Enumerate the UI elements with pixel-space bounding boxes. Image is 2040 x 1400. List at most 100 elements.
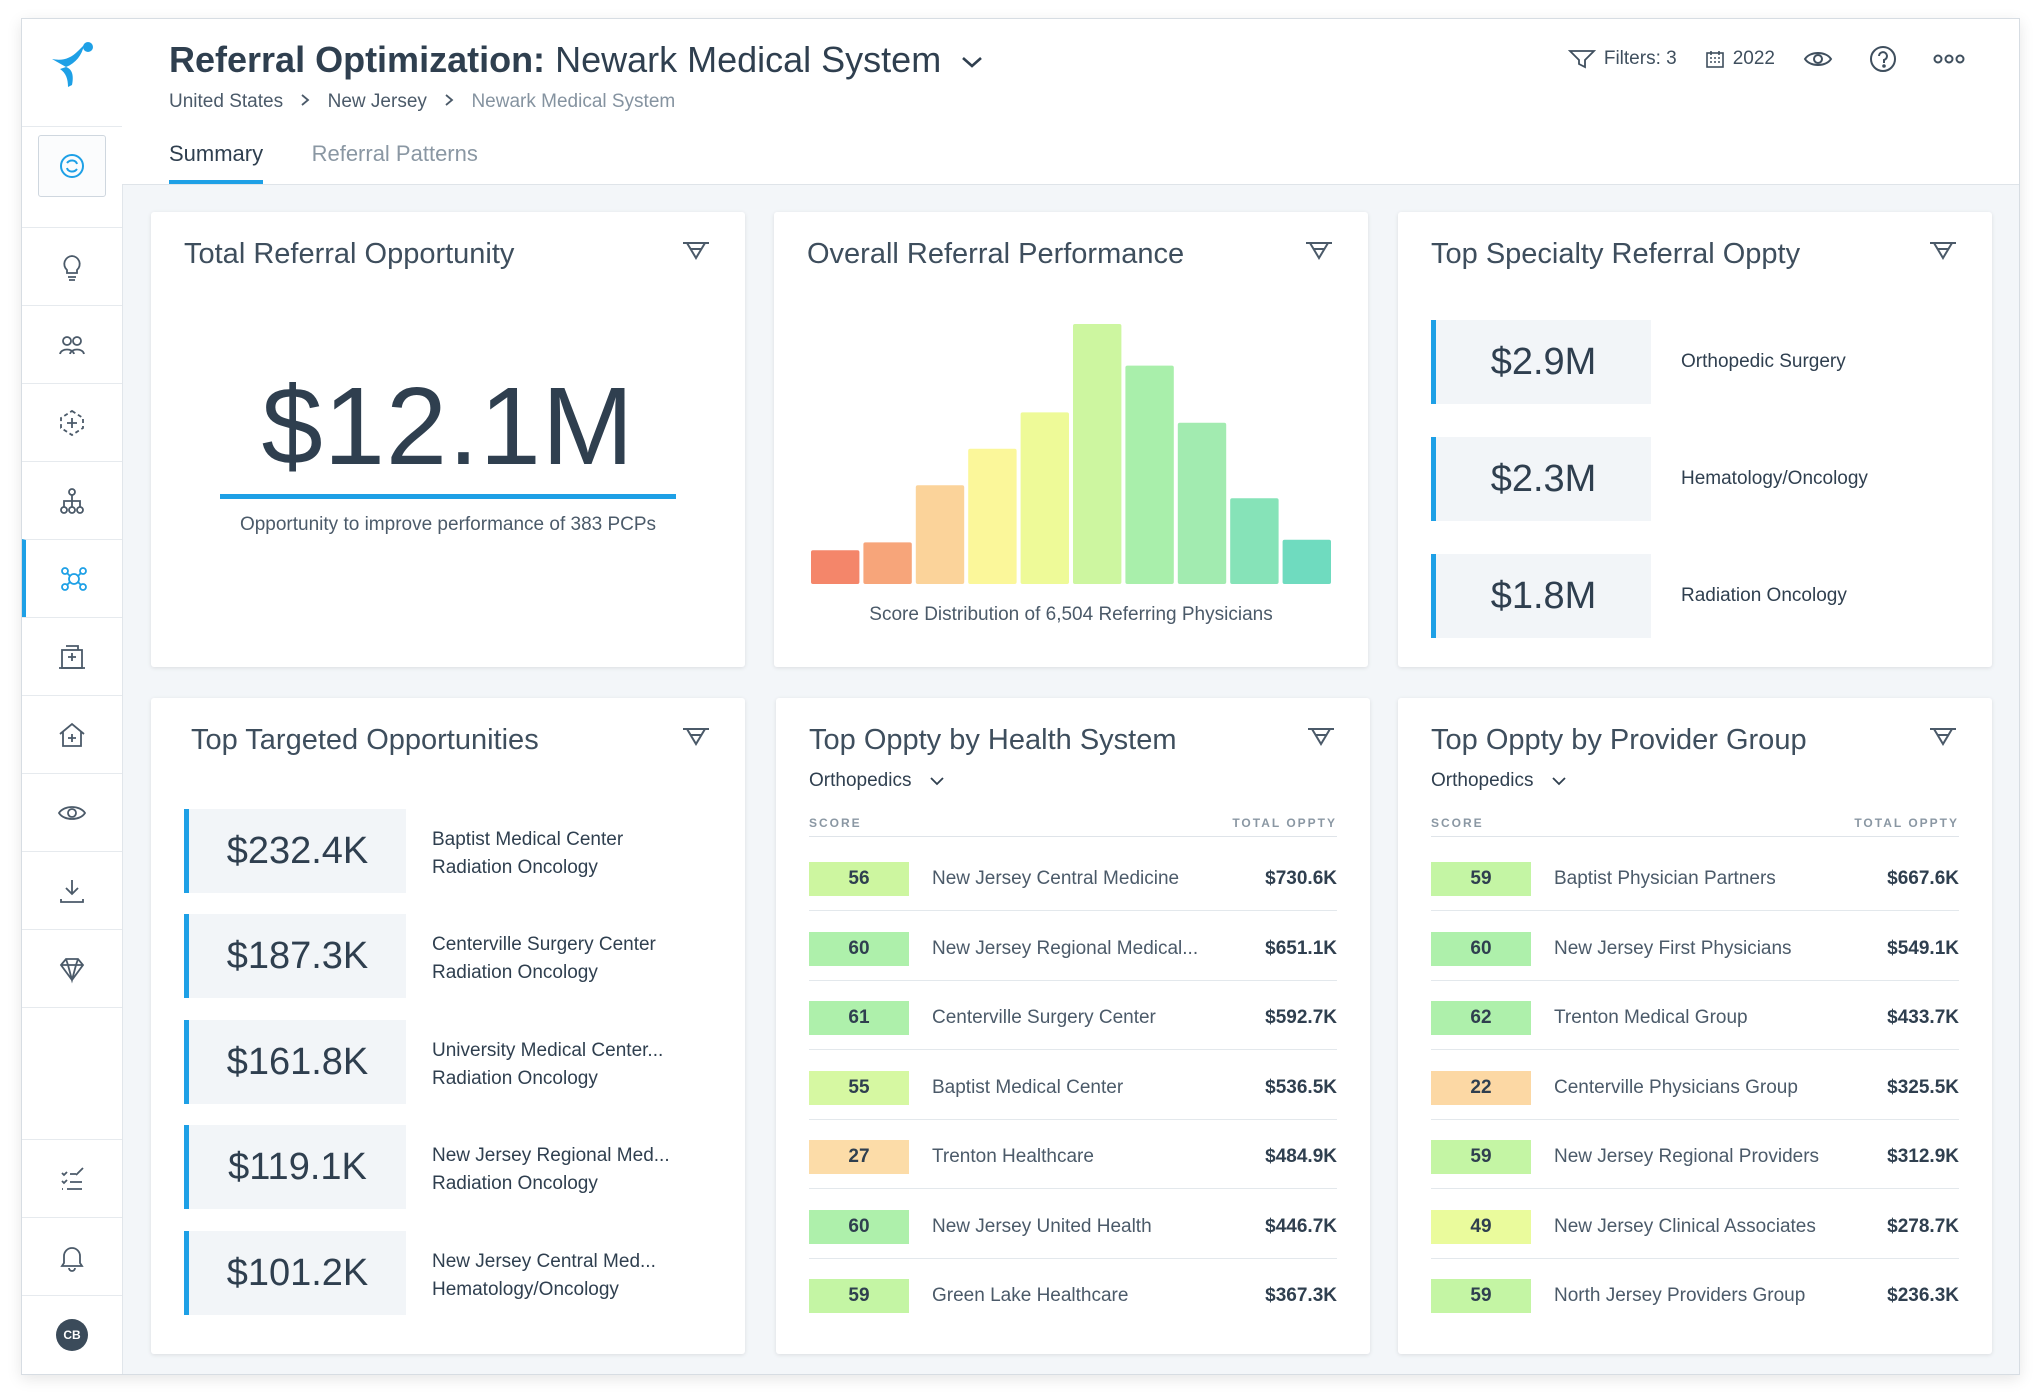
table-row[interactable]: 27 Trenton Healthcare $484.9K xyxy=(809,1119,1337,1189)
nav-item-home-health[interactable] xyxy=(22,695,122,773)
table-row[interactable]: 62 Trenton Medical Group $433.7K xyxy=(1431,980,1959,1050)
score-badge: 56 xyxy=(809,862,909,896)
opportunity-specialty: Radiation Oncology xyxy=(432,1068,598,1089)
nav-item-network[interactable] xyxy=(22,383,122,461)
nav-item-facilities[interactable] xyxy=(22,617,122,695)
avatar[interactable]: CB xyxy=(56,1318,88,1351)
table-row[interactable]: 60 New Jersey United Health $446.7K xyxy=(809,1189,1337,1259)
card-menu-icon[interactable] xyxy=(1928,726,1958,748)
column-header-total[interactable]: TOTAL OPPTY xyxy=(1854,816,1959,830)
diamond-icon xyxy=(59,957,85,983)
column-header-score[interactable]: SCORE xyxy=(1431,816,1484,830)
table-row[interactable]: 61 Centerville Surgery Center $592.7K xyxy=(809,980,1337,1050)
row-total-oppty: $667.6K xyxy=(1887,868,1959,889)
view-button[interactable] xyxy=(1803,48,1841,70)
chevron-down-icon[interactable] xyxy=(959,53,985,71)
table-row[interactable]: 60 New Jersey First Physicians $549.1K xyxy=(1431,911,1959,981)
nav-item-referrals[interactable] xyxy=(22,126,122,204)
more-button[interactable] xyxy=(1933,52,1973,66)
table-row[interactable]: 22 Centerville Physicians Group $325.5K xyxy=(1431,1050,1959,1120)
table-row[interactable]: 59 North Jersey Providers Group $236.3K xyxy=(1431,1258,1959,1327)
column-header-score[interactable]: SCORE xyxy=(809,816,862,830)
table-row[interactable]: 59 Baptist Physician Partners $667.6K xyxy=(1431,841,1959,911)
filters-button[interactable]: Filters: 3 xyxy=(1567,48,1677,70)
card-menu-icon[interactable] xyxy=(1304,240,1334,262)
row-total-oppty: $312.9K xyxy=(1887,1146,1959,1167)
chart-caption: Score Distribution of 6,504 Referring Ph… xyxy=(869,604,1273,625)
header-divider xyxy=(809,836,1337,837)
specialty-filter-dropdown[interactable]: Orthopedics xyxy=(809,770,945,792)
row-name: New Jersey Regional Medical... xyxy=(932,937,1199,959)
histogram-bar[interactable] xyxy=(1125,365,1174,584)
nav-item-physicians[interactable] xyxy=(22,305,122,383)
nav-item-optimization[interactable] xyxy=(22,539,122,617)
row-total-oppty: $446.7K xyxy=(1265,1215,1337,1237)
hierarchy-icon xyxy=(60,487,84,514)
table-row[interactable]: 56 New Jersey Central Medicine $730.6K xyxy=(809,841,1337,911)
card-menu-icon[interactable] xyxy=(1928,240,1958,262)
breadcrumb-country[interactable]: United States xyxy=(169,91,284,112)
row-name: Centerville Physicians Group xyxy=(1554,1076,1798,1098)
brand-logo-icon[interactable] xyxy=(44,37,100,93)
histogram-bar[interactable] xyxy=(1073,324,1122,584)
table-row[interactable]: 59 New Jersey Regional Providers $312.9K xyxy=(1431,1119,1959,1189)
nav-item-watchlist[interactable] xyxy=(22,773,122,851)
breadcrumb-state[interactable]: New Jersey xyxy=(327,91,427,112)
filters-label: Filters: 3 xyxy=(1603,48,1677,69)
opportunity-value: $161.8K xyxy=(184,1020,406,1104)
nav-item-hierarchy[interactable] xyxy=(22,461,122,539)
table-row[interactable]: 55 Baptist Medical Center $536.5K xyxy=(809,1050,1337,1120)
eye-icon xyxy=(1803,52,1833,66)
row-name: New Jersey First Physicians xyxy=(1554,937,1792,959)
histogram-bar[interactable] xyxy=(915,485,965,584)
card-title: Top Oppty by Provider Group xyxy=(1431,724,1807,756)
breadcrumb-current: Newark Medical System xyxy=(471,91,676,112)
row-name: Centerville Surgery Center xyxy=(932,1007,1156,1028)
histogram-bar[interactable] xyxy=(1230,498,1279,584)
score-badge: 49 xyxy=(1431,1209,1531,1244)
opportunity-specialty: Radiation Oncology xyxy=(432,962,598,983)
tab-summary[interactable]: Summary xyxy=(169,139,264,184)
opportunity-facility: Baptist Medical Center xyxy=(432,829,624,850)
nav-item-premium[interactable] xyxy=(22,929,122,1008)
row-total-oppty: $325.5K xyxy=(1887,1076,1959,1098)
histogram-bar[interactable] xyxy=(1177,422,1227,584)
histogram-bar[interactable] xyxy=(811,550,860,584)
score-badge: 59 xyxy=(1431,862,1531,896)
page-title: Referral Optimization: Newark Medical Sy… xyxy=(169,39,985,81)
table-row[interactable]: 60 New Jersey Regional Medical... $651.1K xyxy=(809,911,1337,981)
lightbulb-icon xyxy=(63,254,81,281)
card-menu-icon[interactable] xyxy=(1306,726,1336,748)
score-badge: 59 xyxy=(1431,1279,1531,1313)
column-header-total[interactable]: TOTAL OPPTY xyxy=(1232,816,1337,830)
row-name: Green Lake Healthcare xyxy=(932,1285,1129,1306)
system-selector[interactable]: Newark Medical System xyxy=(555,39,942,80)
specialty-filter-value: Orthopedics xyxy=(809,770,912,791)
nav-item-notifications[interactable] xyxy=(22,1217,122,1295)
nav-item-insights[interactable] xyxy=(22,227,122,305)
specialty-filter-dropdown[interactable]: Orthopedics xyxy=(1431,770,1567,792)
nav-item-tasks[interactable] xyxy=(22,1139,122,1217)
table-row[interactable]: 59 Green Lake Healthcare $367.3K xyxy=(809,1258,1337,1327)
histogram-bar[interactable] xyxy=(1020,412,1069,584)
histogram-bar[interactable] xyxy=(1282,539,1331,584)
card-top-specialty: Top Specialty Referral Oppty $2.9M Ortho… xyxy=(1398,212,1992,667)
row-total-oppty: $730.6K xyxy=(1265,868,1337,889)
help-button[interactable] xyxy=(1869,45,1905,73)
card-menu-icon[interactable] xyxy=(681,726,711,748)
card-title: Total Referral Opportunity xyxy=(184,238,515,270)
opportunity-facility: Centerville Surgery Center xyxy=(432,934,656,955)
year-button[interactable]: 2022 xyxy=(1705,48,1775,70)
row-total-oppty: $367.3K xyxy=(1265,1285,1337,1306)
histogram-bar[interactable] xyxy=(968,448,1017,584)
tab-referral-patterns[interactable]: Referral Patterns xyxy=(311,141,478,166)
histogram-bar[interactable] xyxy=(863,542,912,584)
card-menu-icon[interactable] xyxy=(681,240,711,262)
card-title: Top Targeted Opportunities xyxy=(191,724,539,756)
sidebar: CB xyxy=(22,19,123,1374)
nav-item-user[interactable]: CB xyxy=(22,1295,122,1373)
nav-item-downloads[interactable] xyxy=(22,851,122,929)
table-row[interactable]: 49 New Jersey Clinical Associates $278.7K xyxy=(1431,1189,1959,1259)
score-badge: 59 xyxy=(1431,1140,1531,1174)
specialty-label: Orthopedic Surgery xyxy=(1681,351,1846,372)
